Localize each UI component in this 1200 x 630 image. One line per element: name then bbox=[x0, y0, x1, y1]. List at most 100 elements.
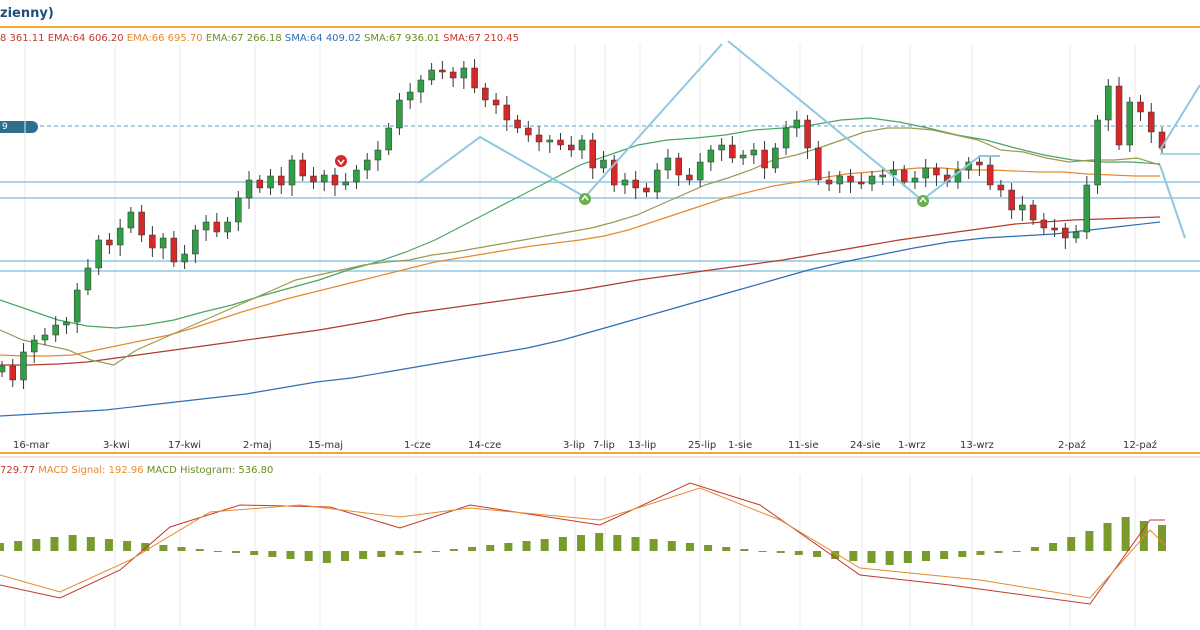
macd-histogram-bar bbox=[468, 547, 477, 551]
candle-body bbox=[1062, 227, 1069, 239]
x-tick-label: 1-sie bbox=[728, 440, 752, 451]
candle-body bbox=[1115, 85, 1123, 146]
macd-histogram-bar bbox=[159, 545, 168, 551]
candle-body bbox=[353, 169, 360, 183]
legend-item: EMA:66 695.70 bbox=[126, 33, 203, 44]
candle-body bbox=[933, 167, 940, 176]
x-tick-label: 3-lip bbox=[563, 440, 585, 451]
candle-body bbox=[235, 197, 242, 223]
x-tick-label: 12-paź bbox=[1123, 439, 1157, 451]
candle-body bbox=[374, 149, 382, 161]
macd-histogram-bar bbox=[195, 549, 204, 551]
candle-body bbox=[557, 139, 564, 146]
candle-body bbox=[1072, 231, 1080, 239]
macd-histogram-bar bbox=[813, 551, 822, 557]
candle-body bbox=[858, 181, 865, 185]
chart-title: zienny) bbox=[0, 6, 54, 21]
macd-histogram-bar bbox=[141, 543, 150, 551]
candle-body bbox=[288, 159, 296, 186]
x-tick-label: 24-sie bbox=[850, 440, 880, 451]
macd-legend: 729.77 MACD Signal: 192.96 MACD Histogra… bbox=[0, 465, 273, 476]
x-tick-label: 13-lip bbox=[628, 440, 656, 451]
candle-body bbox=[782, 127, 790, 149]
candle-body bbox=[1008, 189, 1015, 211]
macd-histogram-bar bbox=[649, 539, 658, 551]
candle-body bbox=[299, 159, 306, 177]
chart-titlebar: zienny) bbox=[0, 0, 1200, 28]
x-tick-label: 13-wrz bbox=[960, 440, 994, 451]
candle-body bbox=[675, 157, 682, 176]
macd-histogram-bar bbox=[395, 551, 404, 555]
macd-histogram-bar bbox=[595, 533, 604, 551]
candle-body bbox=[686, 174, 693, 181]
price-tag: 9 156.94 bbox=[0, 121, 38, 144]
macd-histogram-bar bbox=[667, 541, 676, 551]
candle-body bbox=[632, 179, 639, 189]
macd-histogram-bar bbox=[177, 547, 186, 551]
candle-body bbox=[600, 159, 607, 169]
candle-body bbox=[84, 267, 92, 291]
x-tick-label: 11-sie bbox=[788, 440, 818, 451]
candle-body bbox=[653, 169, 661, 193]
macd-histogram-bar bbox=[885, 551, 894, 565]
candle-body bbox=[922, 167, 929, 179]
x-tick-label: 2-maj bbox=[243, 440, 272, 451]
signal-marker bbox=[335, 155, 347, 167]
macd-histogram-bar bbox=[86, 537, 95, 551]
macd-histogram-bar bbox=[1030, 547, 1039, 551]
legend-item: 8 361.11 bbox=[0, 33, 45, 44]
candle-body bbox=[793, 119, 801, 129]
candle-body bbox=[342, 181, 349, 186]
macd-legend-item: MACD Histogram: 536.80 bbox=[146, 465, 274, 476]
macd-histogram-bar bbox=[0, 543, 4, 551]
macd-histogram-bar bbox=[849, 551, 858, 561]
ema-slow-line bbox=[0, 216, 1161, 366]
indicator-legend: 8 361.11 EMA:64 606.20 EMA:66 695.70 EMA… bbox=[0, 33, 519, 44]
candle-body bbox=[482, 87, 489, 101]
candle-body bbox=[1094, 119, 1101, 186]
candle-body bbox=[181, 253, 188, 263]
macd-histogram-bar bbox=[14, 541, 23, 551]
macd-histogram-bar bbox=[486, 545, 495, 551]
candle-body bbox=[890, 169, 897, 176]
candle-body bbox=[41, 334, 49, 341]
macd-histogram-bar bbox=[322, 551, 331, 563]
candle-body bbox=[986, 164, 994, 186]
macd-histogram-bar bbox=[286, 551, 295, 559]
macd-histogram-bar bbox=[1067, 537, 1076, 551]
legend-item: EMA:64 606.20 bbox=[47, 33, 124, 44]
macd-histogram-bar bbox=[722, 547, 731, 551]
candle-body bbox=[95, 239, 102, 269]
candle-body bbox=[363, 159, 371, 171]
candle-body bbox=[610, 159, 618, 186]
trendline bbox=[417, 43, 723, 199]
macd-histogram-bar bbox=[250, 551, 259, 555]
macd-histogram-bar bbox=[903, 551, 912, 563]
candle-body bbox=[804, 119, 811, 149]
candle-body bbox=[396, 99, 403, 129]
candle-body bbox=[127, 211, 135, 229]
candle-body bbox=[879, 174, 886, 178]
candle-body bbox=[9, 365, 16, 381]
macd-histogram-bar bbox=[740, 549, 749, 551]
candle-body bbox=[1029, 204, 1037, 221]
candle-body bbox=[589, 139, 596, 169]
x-tick-label: 7-lip bbox=[593, 440, 615, 451]
macd-histogram-bar bbox=[940, 551, 949, 559]
macd-histogram-bar bbox=[704, 545, 713, 551]
macd-histogram-bar bbox=[359, 551, 368, 559]
macd-histogram-bar bbox=[268, 551, 277, 557]
macd-histogram-bar bbox=[685, 543, 694, 551]
candle-body bbox=[245, 179, 253, 199]
macd-histogram-bar bbox=[449, 549, 458, 551]
candle-body bbox=[460, 67, 468, 79]
macd-histogram-bar bbox=[921, 551, 930, 561]
candle-body bbox=[578, 139, 586, 151]
candle-body bbox=[52, 324, 59, 336]
signal-arrow bbox=[919, 196, 927, 203]
candle-body bbox=[30, 339, 38, 353]
x-tick-label: 1-wrz bbox=[898, 440, 926, 451]
candle-body bbox=[664, 157, 672, 171]
candle-body bbox=[847, 175, 854, 183]
candle-body bbox=[20, 351, 27, 381]
